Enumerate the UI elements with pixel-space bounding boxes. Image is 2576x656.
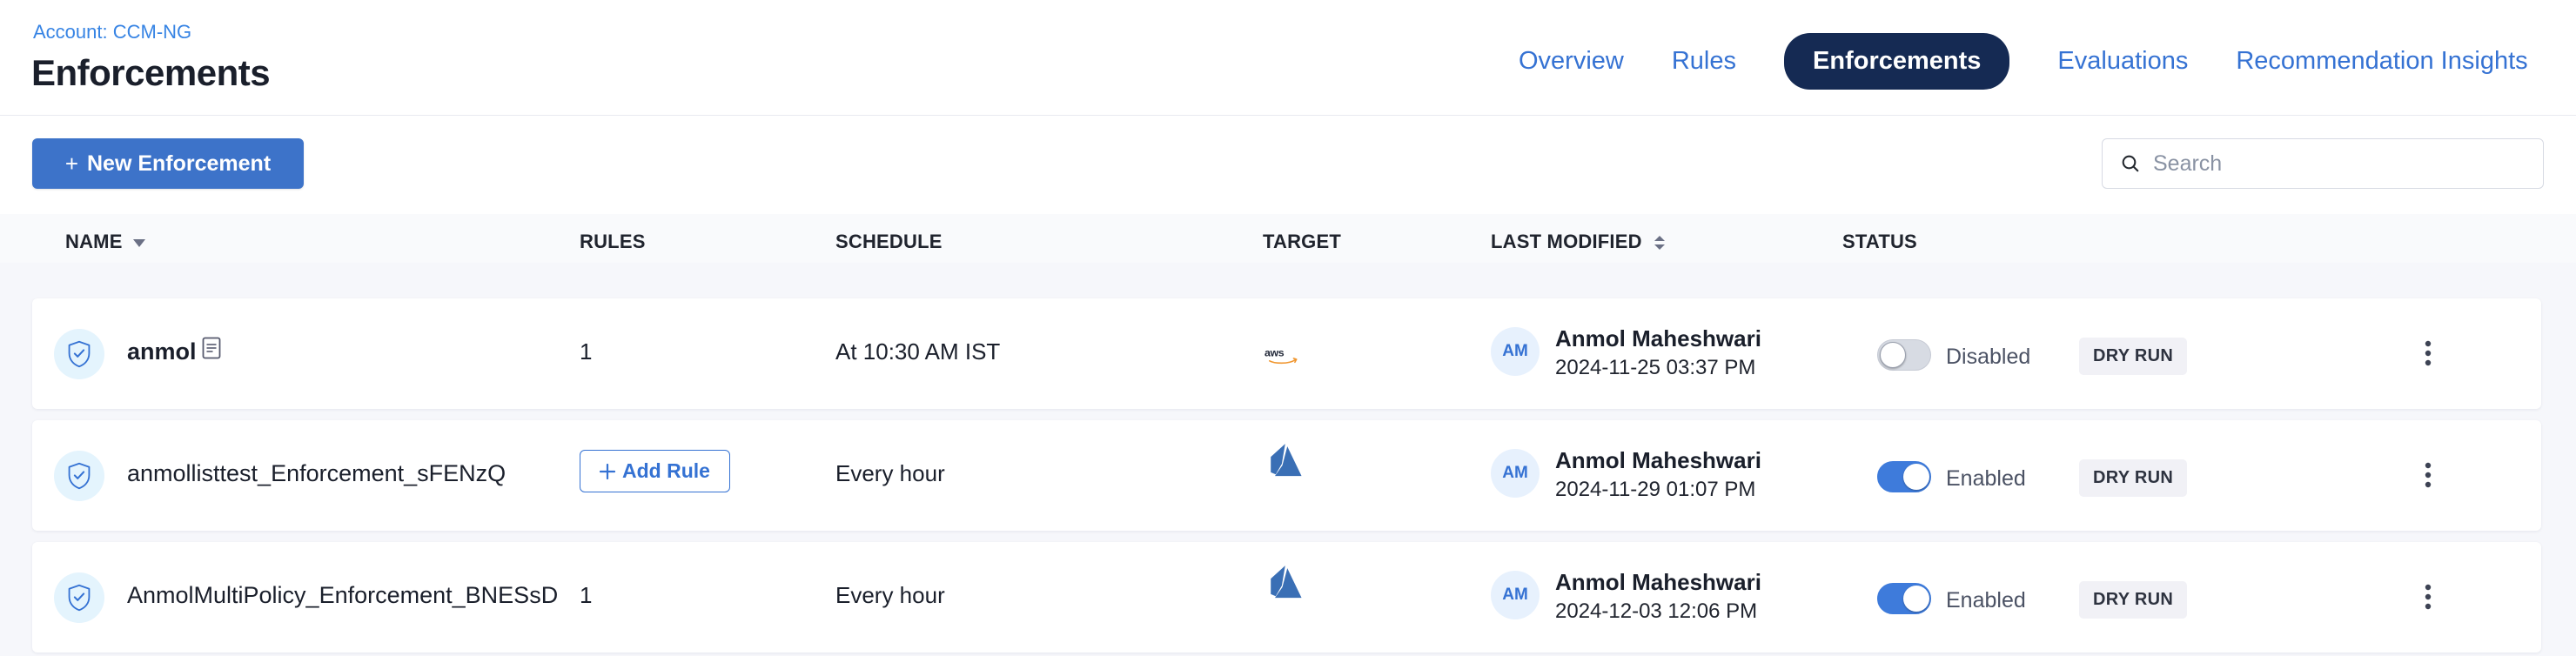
- svg-text:aws: aws: [1265, 347, 1285, 359]
